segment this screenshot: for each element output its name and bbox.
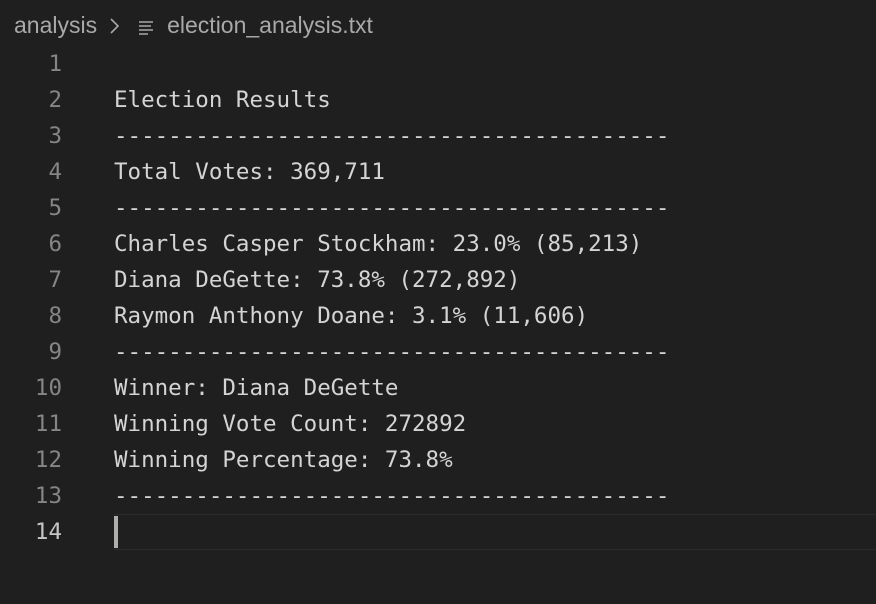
code-line[interactable]: 3 ---------------------------------------… bbox=[0, 118, 876, 154]
line-number: 8 bbox=[48, 303, 62, 329]
line-text: Total Votes: 369,711 bbox=[114, 159, 385, 185]
code-line[interactable]: 1 bbox=[0, 46, 876, 82]
line-number: 4 bbox=[48, 159, 62, 185]
line-number: 3 bbox=[48, 123, 62, 149]
code-line[interactable]: 8 Raymon Anthony Doane: 3.1% (11,606) bbox=[0, 298, 876, 334]
code-line[interactable]: 10 Winner: Diana DeGette bbox=[0, 370, 876, 406]
line-number: 12 bbox=[34, 447, 62, 473]
line-text: Winning Vote Count: 272892 bbox=[114, 411, 467, 437]
line-text: ----------------------------------------… bbox=[114, 483, 670, 509]
code-line[interactable]: 9 ---------------------------------------… bbox=[0, 334, 876, 370]
code-line[interactable]: 4 Total Votes: 369,711 bbox=[0, 154, 876, 190]
line-number: 2 bbox=[48, 87, 62, 113]
line-number: 5 bbox=[48, 195, 62, 221]
breadcrumb-file[interactable]: election_analysis.txt bbox=[167, 11, 373, 38]
code-line[interactable]: 13 --------------------------------------… bbox=[0, 478, 876, 514]
line-number: 10 bbox=[34, 375, 62, 401]
line-text: ----------------------------------------… bbox=[114, 195, 670, 221]
line-number: 6 bbox=[48, 231, 62, 257]
code-line[interactable]: 12 Winning Percentage: 73.8% bbox=[0, 442, 876, 478]
line-number: 9 bbox=[48, 339, 62, 365]
code-line[interactable]: 14 bbox=[0, 514, 876, 550]
code-line[interactable]: 5 ---------------------------------------… bbox=[0, 190, 876, 226]
line-number: 7 bbox=[48, 267, 62, 293]
breadcrumb-folder[interactable]: analysis bbox=[14, 11, 98, 38]
code-line[interactable]: 11 Winning Vote Count: 272892 bbox=[0, 406, 876, 442]
code-area[interactable]: 1 2 Election Results 3 ---------------------… bbox=[0, 46, 876, 550]
line-number: 11 bbox=[34, 411, 62, 437]
line-text: Winner: Diana DeGette bbox=[114, 375, 399, 401]
code-line[interactable]: 2 Election Results bbox=[0, 82, 876, 118]
text-cursor bbox=[114, 516, 118, 548]
line-number: 1 bbox=[48, 51, 62, 77]
line-text: Winning Percentage: 73.8% bbox=[114, 447, 453, 473]
chevron-right-icon bbox=[105, 15, 125, 35]
line-number: 14 bbox=[34, 519, 62, 545]
line-text: Election Results bbox=[114, 87, 331, 113]
text-file-icon bbox=[137, 16, 155, 35]
line-text: Raymon Anthony Doane: 3.1% (11,606) bbox=[114, 303, 589, 329]
breadcrumb: analysis election_analysis.txt bbox=[14, 9, 373, 41]
line-text: ----------------------------------------… bbox=[114, 339, 670, 365]
line-text: ----------------------------------------… bbox=[114, 123, 670, 149]
code-line[interactable]: 6 Charles Casper Stockham: 23.0% (85,213) bbox=[0, 226, 876, 262]
line-number: 13 bbox=[34, 483, 62, 509]
code-line[interactable]: 7 Diana DeGette: 73.8% (272,892) bbox=[0, 262, 876, 298]
line-text: Diana DeGette: 73.8% (272,892) bbox=[114, 267, 521, 293]
line-text: Charles Casper Stockham: 23.0% (85,213) bbox=[114, 231, 643, 257]
